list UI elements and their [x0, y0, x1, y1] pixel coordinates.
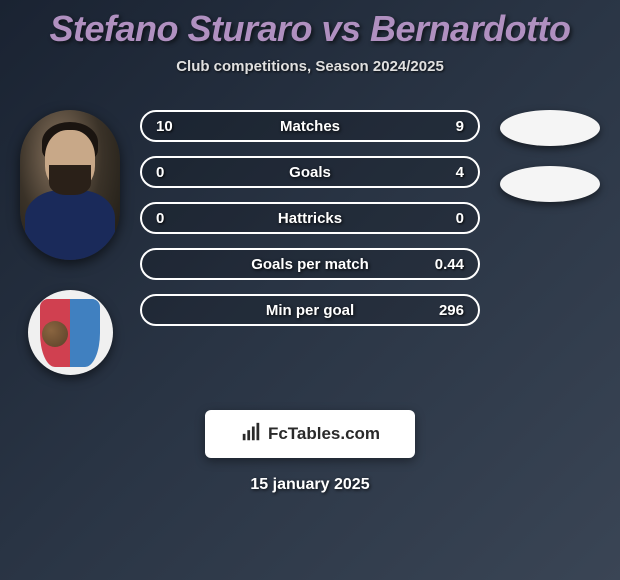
right-column [490, 105, 610, 375]
stat-row-goals-per-match: Goals per match 0.44 [140, 248, 480, 280]
chart-icon [240, 421, 262, 448]
stat-right-value: 0 [434, 210, 464, 227]
brand-text: FcTables.com [268, 424, 380, 444]
stat-label: Goals per match [251, 256, 369, 273]
page-title: Stefano Sturaro vs Bernardotto [49, 8, 570, 50]
stat-label: Goals [289, 164, 331, 181]
stat-row-hattricks: 0 Hattricks 0 [140, 202, 480, 234]
stat-right-value: 296 [434, 302, 464, 319]
player-right-avatar-placeholder [500, 110, 600, 146]
stat-right-value: 0.44 [434, 256, 464, 273]
brand-box[interactable]: FcTables.com [205, 410, 415, 458]
player-left-team-badge [28, 290, 113, 375]
stat-row-matches: 10 Matches 9 [140, 110, 480, 142]
subtitle: Club competitions, Season 2024/2025 [176, 58, 444, 75]
stat-right-value: 4 [434, 164, 464, 181]
stat-left-value: 10 [156, 118, 186, 135]
comparison-card: Stefano Sturaro vs Bernardotto Club comp… [0, 0, 620, 580]
stat-right-value: 9 [434, 118, 464, 135]
stat-left-value: 0 [156, 164, 186, 181]
generated-date: 15 january 2025 [250, 476, 369, 494]
stat-left-value: 0 [156, 210, 186, 227]
content-row: 10 Matches 9 0 Goals 4 0 Hattricks 0 Goa… [0, 105, 620, 375]
stat-label: Min per goal [266, 302, 354, 319]
stat-label: Matches [280, 118, 340, 135]
stat-label: Hattricks [278, 210, 342, 227]
stats-column: 10 Matches 9 0 Goals 4 0 Hattricks 0 Goa… [130, 105, 490, 375]
stat-row-goals: 0 Goals 4 [140, 156, 480, 188]
player-right-team-badge-placeholder [500, 166, 600, 202]
left-column [10, 105, 130, 375]
stat-row-min-per-goal: Min per goal 296 [140, 294, 480, 326]
player-left-avatar [20, 110, 120, 260]
